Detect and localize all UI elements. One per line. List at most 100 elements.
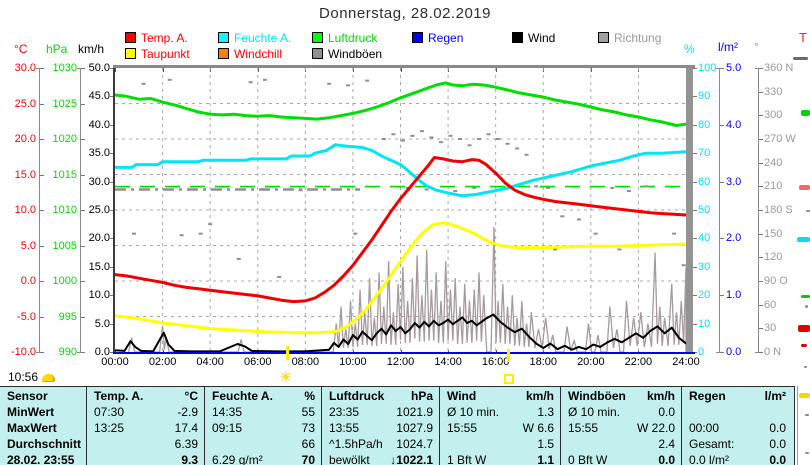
legend-item-richtung: Richtung [598, 32, 661, 44]
axis-tick-label: 4.0 [726, 118, 742, 131]
cell-value: 2.4 [658, 437, 675, 451]
legend-item-windb-en: Windböen [312, 48, 382, 60]
axis-tick-label: 150 [764, 227, 783, 240]
legend-item-windchill: Windchill [218, 48, 282, 60]
axis-tick [693, 181, 697, 183]
table-col-feuchte-a-: Feuchte A.% 14:35 55 09:15 73 66 6.29 g/m² 70 [204, 387, 321, 465]
next-panel-fragment [801, 295, 810, 298]
x-axis-label: 08:00 [291, 356, 320, 368]
cell-value: W 6.6 [522, 421, 554, 435]
axis-tick [759, 304, 763, 306]
axis-tick-label: 30.0 [14, 62, 36, 74]
cell-label: 6.29 g/m² [212, 453, 263, 465]
axis-tick [759, 115, 763, 117]
cell-label: ^1.5hPa/h [329, 437, 383, 451]
cell-value: 9.3 [181, 453, 198, 465]
x-axis-label: 06:00 [243, 356, 272, 368]
legend-item-luftdruck: Luftdruck [312, 32, 377, 44]
axis-tick [40, 68, 44, 69]
sunrise-tick [286, 346, 290, 360]
axis-tick-label: 0.0 [726, 346, 742, 358]
axis-tick [693, 295, 697, 297]
col-name: Regen [689, 388, 726, 403]
legend-label: Temp. A. [141, 31, 188, 45]
axis-tick [693, 266, 697, 268]
x-axis-label: 14:00 [434, 356, 462, 368]
axis-tick-label: 20 [698, 289, 711, 302]
sunset-tick [506, 349, 510, 362]
axis-head-lm2: l/m² [718, 40, 738, 54]
axis-tick [693, 96, 697, 98]
cell-label: 13:25 [94, 421, 125, 435]
axis-line [80, 68, 81, 352]
axis-tick-label: 50.0 [88, 62, 110, 74]
axis-tick-label: 60 [698, 175, 711, 188]
axis-tick [81, 139, 85, 140]
axis-head-hpa: hPa [46, 42, 68, 56]
axis-tick [110, 352, 114, 353]
axis-tick [693, 68, 697, 69]
axis-tick [81, 352, 85, 353]
cell-label: 1 Bft W [447, 453, 487, 465]
axis-tick-label: 1025 [52, 97, 77, 110]
axis-tick [81, 281, 85, 282]
axis-tick-label: 210 [764, 180, 783, 193]
table-col-wind: Wind km/h Ø 10 min. 1.3 15:55 W 6.6 1.5 1 Bft W… [439, 387, 560, 465]
axis-tick [40, 245, 44, 247]
axis-tick-label: 270 W [764, 133, 796, 145]
axis-tick [693, 210, 697, 211]
x-axis-label: 04:00 [196, 356, 224, 368]
sensor-table: Sensor MinWert MaxWert Durchschnitt 28.02. 2… [0, 386, 794, 465]
cell-value: 73 [301, 421, 315, 435]
axis-line [39, 68, 40, 352]
axis-cap [77, 352, 84, 353]
axis-tick-label: 1010 [52, 204, 77, 216]
axis-tick [693, 323, 697, 325]
axis-tick-label: 2.0 [726, 232, 742, 245]
legend-item-temp-a-: Temp. A. [125, 31, 188, 45]
cell-value: 1.3 [537, 405, 554, 419]
legend-item-feuchte-a-: Feuchte A. [218, 32, 291, 44]
x-axis-label: 22:00 [624, 356, 653, 368]
col-name: Feuchte A. [212, 388, 273, 403]
axis-tick-label: 45.0 [88, 90, 110, 103]
legend-swatch [512, 32, 523, 43]
top-tick [115, 68, 116, 72]
axis-tick-label: 15.0 [14, 168, 36, 181]
axis-tick [81, 316, 85, 318]
cell-label: 15:55 [447, 421, 478, 435]
axis-tick [110, 153, 114, 155]
chart-title: Donnerstag, 28.02.2019 [319, 5, 491, 22]
axis-cap [755, 68, 762, 69]
legend-swatch [312, 32, 323, 43]
table-edge-line [797, 386, 798, 465]
table-row-label: 28.02. 23:55 [7, 453, 75, 465]
plot-border-left [113, 68, 115, 352]
axis-tick-label: 0.0 [20, 275, 36, 287]
axis-tick [40, 103, 44, 105]
next-panel-letter: T [799, 30, 807, 45]
axis-tick [40, 316, 44, 318]
axis-tick [110, 124, 114, 126]
axis-tick-label: 1.0 [726, 289, 742, 302]
cell-value: 1024.7 [396, 437, 433, 451]
x-axis-label: 16:00 [481, 356, 510, 368]
cell-value: -2.9 [177, 405, 198, 419]
cell-value: 66 [301, 437, 315, 451]
axis-cap [716, 68, 723, 69]
axis-tick [81, 245, 85, 247]
sunrise-sun-icon: ☀ [279, 369, 293, 385]
axis-head-kmh: km/h [78, 42, 105, 56]
axis-tick [759, 210, 763, 211]
next-panel-fragment [805, 305, 808, 308]
col-unit: km/h [646, 388, 675, 403]
axis-tick [759, 281, 763, 282]
legend-swatch [218, 32, 229, 43]
axis-tick [40, 281, 44, 282]
axis-head-percent: % [684, 42, 695, 56]
next-panel-fragment [798, 325, 810, 332]
axis-head-celsius: °C [14, 42, 28, 56]
cell-label: 13:55 [329, 421, 360, 435]
axis-tick-label: 300 [764, 109, 783, 122]
axis-tick [759, 91, 763, 93]
